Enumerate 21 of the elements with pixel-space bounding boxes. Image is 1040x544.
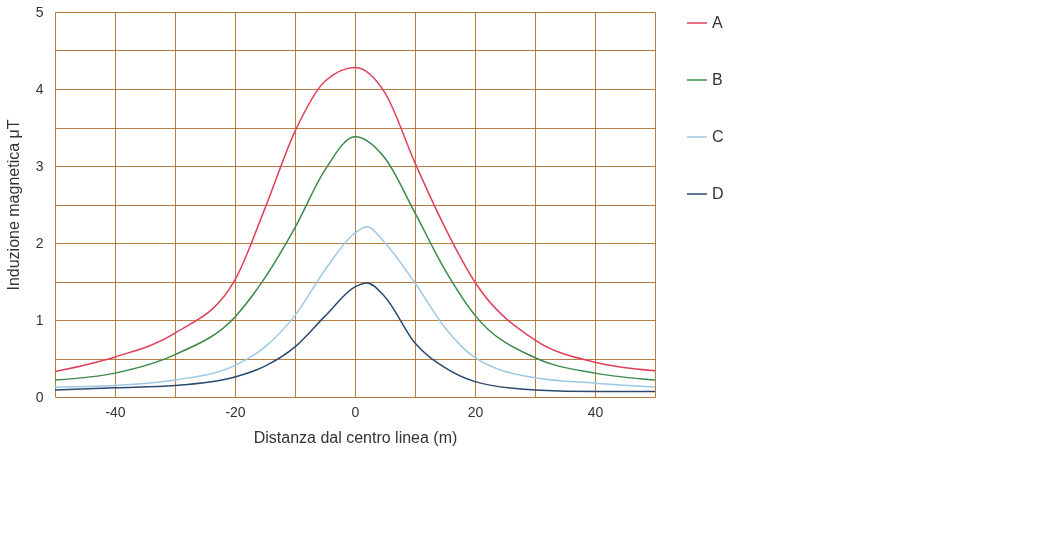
y-tick-label: 1 bbox=[35, 311, 44, 328]
legend-label: B bbox=[712, 71, 723, 88]
line-series bbox=[54, 226, 656, 388]
y-tick-label: 5 bbox=[35, 3, 44, 20]
y-tick-label: 4 bbox=[35, 80, 44, 97]
legend-label: C bbox=[712, 128, 724, 145]
x-tick-label: 40 bbox=[587, 403, 604, 420]
y-tick-label: 3 bbox=[35, 157, 44, 174]
legend-label: D bbox=[712, 185, 724, 202]
x-tick-label: 0 bbox=[351, 403, 360, 420]
line-series bbox=[54, 66, 656, 373]
x-tick-label: -20 bbox=[225, 403, 246, 420]
x-tick-label: 20 bbox=[467, 403, 484, 420]
line-series bbox=[54, 135, 656, 381]
line-series bbox=[54, 282, 656, 393]
x-tick-label: -40 bbox=[105, 403, 126, 420]
y-tick-label: 0 bbox=[35, 388, 44, 405]
x-axis-title: Distanza dal centro linea (m) bbox=[253, 428, 458, 446]
y-tick-label: 2 bbox=[35, 234, 44, 251]
legend-label: A bbox=[712, 14, 723, 31]
y-axis-title: Induzione magnetica μT bbox=[4, 119, 22, 291]
